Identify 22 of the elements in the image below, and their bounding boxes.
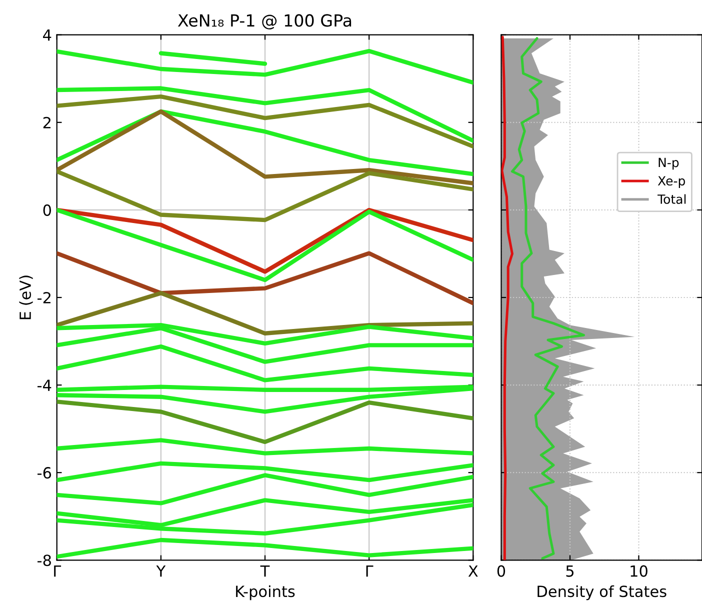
x-tick-label: Γ	[54, 565, 62, 577]
legend-label: Total	[658, 194, 686, 204]
x-tick-label: T	[260, 565, 270, 577]
x-tick-label: Y	[156, 565, 166, 577]
x-tick-label: 5	[566, 565, 574, 577]
y-tick-label: 0	[43, 204, 51, 216]
x-axis-title: K-points	[236, 585, 295, 600]
x-tick-label: 10	[630, 565, 648, 577]
y-tick-label: -6	[38, 467, 52, 479]
x-tick-label: X	[468, 565, 478, 577]
x-axis-title: Density of States	[538, 585, 666, 600]
chart-title: XeN₁₈ P-1 @ 100 GPa	[178, 14, 352, 30]
x-tick-label: Γ	[366, 565, 374, 577]
x-tick-label: 0	[497, 565, 506, 577]
y-tick-label: -8	[38, 554, 51, 566]
y-tick-label: 2	[43, 116, 50, 128]
y-axis-title: E (eV)	[19, 276, 33, 320]
y-tick-label: 4	[43, 30, 52, 41]
legend-label: N-p	[658, 158, 679, 170]
legend-label: Xe-p	[658, 176, 685, 188]
y-tick-label: -2	[38, 292, 50, 304]
y-tick-label: -4	[38, 380, 52, 391]
